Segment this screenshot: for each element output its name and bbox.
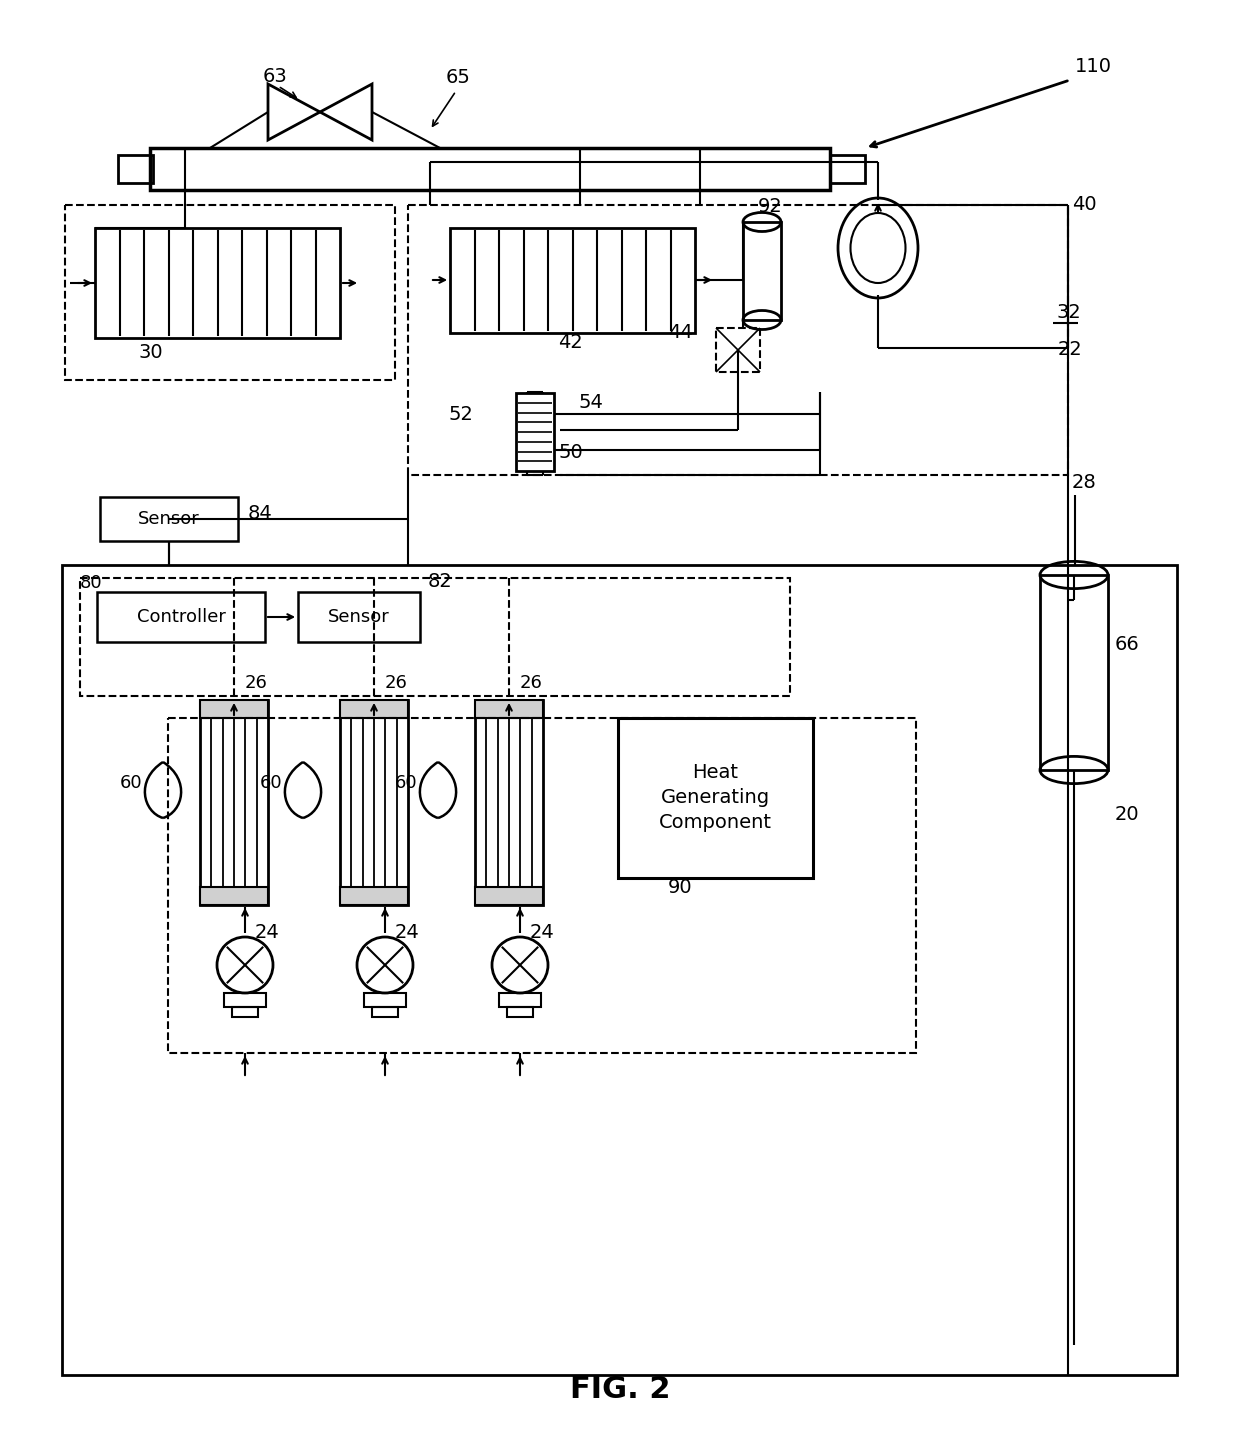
Bar bbox=[498, 992, 541, 1007]
Bar bbox=[830, 155, 866, 183]
Text: 66: 66 bbox=[1115, 636, 1140, 654]
Bar bbox=[118, 155, 153, 183]
Text: 92: 92 bbox=[758, 197, 782, 216]
Bar bbox=[81, 577, 790, 696]
Text: 54: 54 bbox=[578, 393, 603, 412]
Text: Generating: Generating bbox=[661, 788, 770, 807]
Bar bbox=[340, 699, 408, 905]
Bar bbox=[475, 699, 543, 718]
Text: 26: 26 bbox=[384, 675, 408, 692]
Bar bbox=[715, 328, 760, 371]
Bar bbox=[475, 887, 543, 905]
Text: 26: 26 bbox=[246, 675, 268, 692]
Bar bbox=[408, 205, 1068, 474]
Text: 24: 24 bbox=[255, 923, 280, 942]
Text: 42: 42 bbox=[558, 332, 583, 353]
Bar bbox=[516, 393, 554, 472]
Bar bbox=[200, 887, 268, 905]
Bar bbox=[340, 699, 408, 718]
Bar bbox=[340, 887, 408, 905]
Bar bbox=[298, 592, 420, 641]
Bar bbox=[224, 992, 267, 1007]
Bar bbox=[475, 699, 543, 905]
Text: 84: 84 bbox=[248, 503, 273, 522]
Text: 30: 30 bbox=[138, 342, 162, 361]
Text: 22: 22 bbox=[1058, 340, 1083, 358]
Text: 65: 65 bbox=[445, 68, 470, 87]
Text: 40: 40 bbox=[1073, 194, 1096, 213]
Text: Heat: Heat bbox=[692, 763, 739, 782]
Bar bbox=[150, 148, 830, 190]
Bar bbox=[450, 228, 694, 332]
Bar bbox=[62, 564, 1177, 1376]
Text: 80: 80 bbox=[81, 575, 103, 592]
Bar bbox=[100, 498, 238, 541]
Text: 63: 63 bbox=[263, 67, 288, 86]
Bar bbox=[64, 205, 396, 380]
Text: 26: 26 bbox=[520, 675, 543, 692]
Bar bbox=[365, 992, 405, 1007]
Bar bbox=[1040, 575, 1109, 770]
Bar bbox=[232, 1007, 258, 1017]
Text: 60: 60 bbox=[260, 773, 283, 792]
Bar bbox=[618, 718, 813, 878]
Text: Sensor: Sensor bbox=[329, 608, 389, 625]
Text: 110: 110 bbox=[1075, 57, 1112, 75]
Text: 52: 52 bbox=[448, 405, 472, 424]
Bar bbox=[507, 1007, 533, 1017]
Text: 90: 90 bbox=[668, 878, 693, 897]
Text: 60: 60 bbox=[396, 773, 418, 792]
Text: FIG. 2: FIG. 2 bbox=[569, 1376, 671, 1405]
Text: Component: Component bbox=[658, 813, 773, 831]
Text: 32: 32 bbox=[1056, 303, 1081, 322]
Text: 44: 44 bbox=[668, 324, 693, 342]
Bar bbox=[372, 1007, 398, 1017]
Bar bbox=[200, 699, 268, 905]
Bar bbox=[743, 222, 781, 321]
Bar bbox=[95, 228, 340, 338]
Bar bbox=[97, 592, 265, 641]
Text: 24: 24 bbox=[529, 923, 554, 942]
Text: 50: 50 bbox=[558, 443, 583, 461]
Text: 20: 20 bbox=[1115, 805, 1140, 824]
Text: 28: 28 bbox=[1073, 473, 1096, 492]
Text: Sensor: Sensor bbox=[138, 509, 200, 528]
Text: 82: 82 bbox=[428, 572, 453, 591]
Text: 24: 24 bbox=[396, 923, 420, 942]
Bar bbox=[167, 718, 916, 1053]
Text: 60: 60 bbox=[120, 773, 143, 792]
Bar bbox=[200, 699, 268, 718]
Text: Controller: Controller bbox=[136, 608, 226, 625]
